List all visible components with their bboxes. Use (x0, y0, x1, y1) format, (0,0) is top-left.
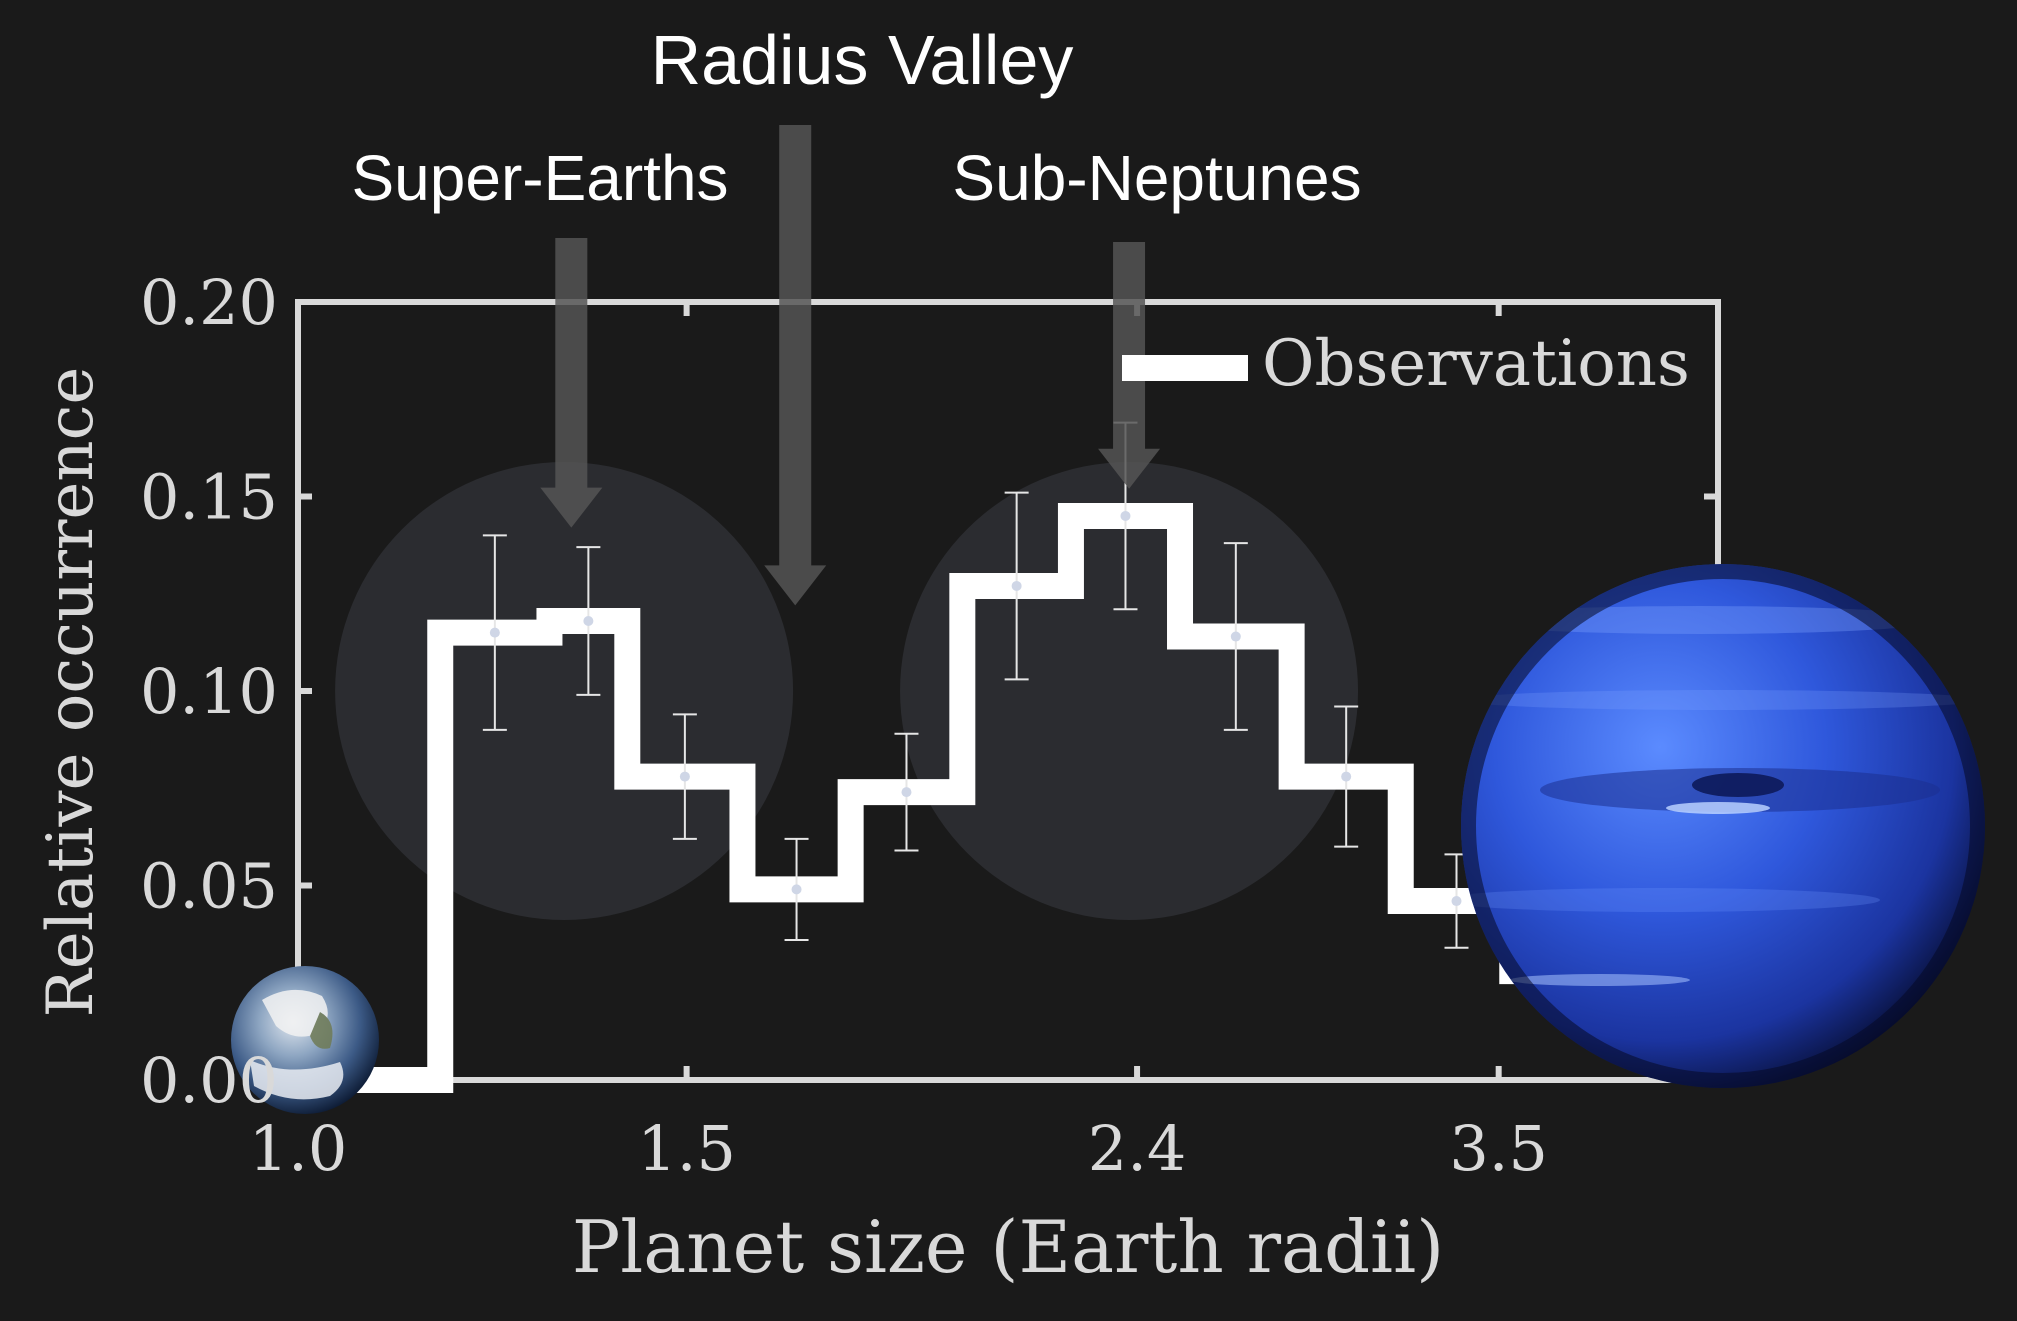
y-tick-label-4: 0.20 (140, 266, 278, 339)
error-bar-8 (1223, 542, 1248, 731)
legend-label: Observations (1262, 327, 1690, 401)
error-bar-10 (1444, 853, 1469, 949)
error-bar-2 (576, 546, 601, 696)
highlight-circle-0 (335, 462, 794, 920)
legend: Observations (1122, 327, 1690, 401)
x-tick-label-3: 3.5 (1449, 1112, 1548, 1185)
arrow-radius-valley (764, 125, 827, 606)
y-axis-label: Relative occurrence (34, 367, 108, 1018)
data-point (1120, 510, 1131, 521)
neptune-icon (1461, 564, 1985, 1088)
error-bar-1 (482, 534, 507, 731)
error-bar-9 (1334, 705, 1359, 848)
x-tick-label-1: 1.5 (637, 1112, 736, 1185)
chart-title: Radius Valley (651, 21, 1074, 99)
tick-labels: 0.00 0.05 0.10 0.15 0.20 1.0 1.5 2.4 3.5 (140, 266, 1548, 1185)
y-tick-label-3: 0.15 (140, 461, 278, 534)
text-labels: Radius Valley Super-Earths Sub-Neptunes … (34, 21, 1444, 1289)
error-bar-5 (894, 732, 919, 852)
error-bar-6 (1004, 491, 1029, 681)
data-point (1230, 631, 1241, 642)
data-point (489, 627, 500, 638)
data-point (679, 771, 690, 782)
annotation-sub-neptunes: Sub-Neptunes (952, 142, 1361, 214)
x-axis-label: Planet size (Earth radii) (572, 1205, 1444, 1289)
data-point (901, 787, 912, 798)
error-bar-3 (672, 713, 697, 840)
x-tick-label-2: 2.4 (1088, 1112, 1187, 1185)
data-point (1451, 896, 1462, 907)
y-tick-label-1: 0.05 (140, 850, 278, 923)
earth-icon (231, 966, 379, 1114)
y-tick-label-0: 0.00 (140, 1044, 278, 1117)
error-bar-4 (784, 837, 809, 941)
data-point (1341, 771, 1352, 782)
data-point (1011, 580, 1022, 591)
y-tick-label-2: 0.10 (140, 655, 278, 728)
arrow-super-earths (540, 238, 603, 528)
annotation-super-earths: Super-Earths (351, 142, 728, 214)
data-point (583, 615, 594, 626)
x-tick-label-0: 1.0 (249, 1112, 348, 1185)
data-point (791, 884, 802, 895)
